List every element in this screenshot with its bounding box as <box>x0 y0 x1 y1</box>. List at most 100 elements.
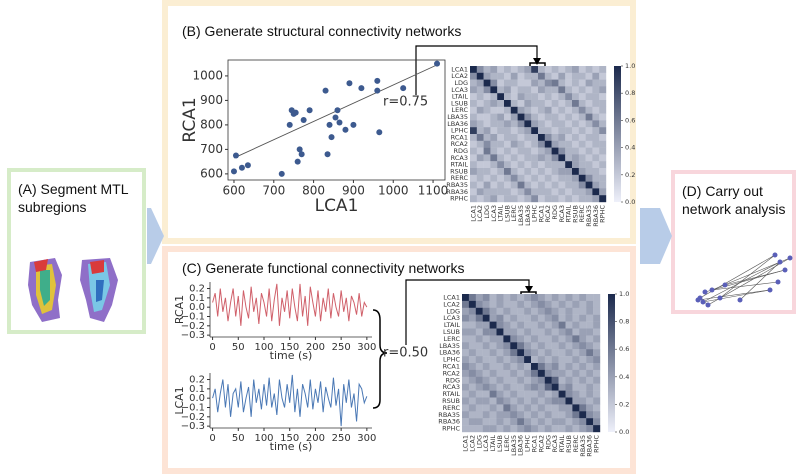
heatmap-cell <box>482 369 490 377</box>
x-tick-label: 700 <box>262 184 285 198</box>
heatmap-cell <box>592 86 600 94</box>
heatmap-cell <box>482 411 490 419</box>
heatmap-cell <box>531 72 539 80</box>
heatmap-cell <box>483 195 491 203</box>
heatmap-cell <box>476 181 484 189</box>
heatmap-cell <box>551 294 559 302</box>
x-tick-label: 100 <box>254 433 273 444</box>
heatmap-cell <box>517 188 525 196</box>
heatmap-cell <box>475 314 483 322</box>
heatmap-cell <box>524 140 532 148</box>
heatmap-cell <box>483 79 491 87</box>
heatmap-cell <box>517 411 525 419</box>
heatmap-cell <box>517 404 525 412</box>
heatmap-cell <box>489 307 497 315</box>
heatmap-cell <box>524 127 532 135</box>
heatmap-cell <box>531 335 539 343</box>
heatmap-cell <box>558 335 566 343</box>
heatmap-cell <box>592 72 600 80</box>
heatmap-cell <box>462 314 470 322</box>
heatmap-cell <box>592 106 600 114</box>
heatmap-cell <box>544 100 552 107</box>
heatmap-cell <box>496 294 504 302</box>
heatmap-cell <box>510 134 518 141</box>
heatmap-cell <box>470 188 477 196</box>
column-label: LTAIL <box>497 205 505 222</box>
heatmap-cell <box>572 335 580 343</box>
heatmap-cell <box>468 307 476 315</box>
row-label: LCA3 <box>443 314 460 322</box>
heatmap-cell <box>462 411 470 419</box>
heatmap-cell <box>497 168 505 175</box>
heatmap-cell <box>558 349 566 357</box>
heatmap-cell <box>482 418 490 426</box>
heatmap-cell <box>544 300 552 308</box>
heatmap-cell <box>585 93 593 101</box>
heatmap-cell <box>504 195 511 203</box>
heatmap-cell <box>524 404 532 412</box>
heatmap-cell <box>572 411 580 419</box>
heatmap-cell <box>579 335 587 343</box>
heatmap-cell <box>578 93 586 101</box>
heatmap-cell <box>551 425 559 433</box>
heatmap-cell <box>558 140 566 148</box>
heatmap-cell <box>593 307 601 315</box>
heatmap-cell <box>504 86 511 94</box>
scatter-point <box>296 146 303 153</box>
scatter-point <box>322 87 329 94</box>
heatmap-cell <box>496 411 504 419</box>
heatmap-cell <box>551 356 559 364</box>
heatmap-cell <box>483 174 491 182</box>
heatmap-cell <box>578 161 586 169</box>
heatmap-cell <box>496 390 504 398</box>
heatmap-cell <box>544 181 552 189</box>
heatmap-cell <box>489 397 497 405</box>
heatmap-cell <box>531 188 539 196</box>
heatmap-cell <box>538 113 545 121</box>
column-label: RPHC <box>599 205 607 223</box>
scatter-point <box>238 164 245 171</box>
colorbar-tick-label: 0.4 <box>625 144 635 152</box>
column-label: LBA35 <box>510 435 518 456</box>
heatmap-cell <box>558 113 566 121</box>
heatmap-cell <box>524 321 532 329</box>
heatmap-cell <box>470 120 477 128</box>
heatmap-cell <box>470 86 477 94</box>
x-tick-label: 250 <box>332 342 351 353</box>
colorbar-tick-label: 0.6 <box>619 345 629 353</box>
heatmap-cell <box>476 79 484 87</box>
scatter-point <box>298 151 305 158</box>
heatmap-cell <box>551 188 559 196</box>
heatmap-cell <box>462 390 470 398</box>
heatmap-cell <box>585 188 593 196</box>
heatmap-cell <box>558 181 566 189</box>
heatmap-cell <box>592 100 600 107</box>
heatmap-cell <box>551 300 559 308</box>
heatmap-cell <box>497 106 505 114</box>
heatmap-cell <box>517 383 525 391</box>
heatmap-cell <box>599 181 607 189</box>
heatmap-cell <box>593 328 601 336</box>
heatmap-cell <box>517 147 525 155</box>
heatmap-cell <box>572 195 579 203</box>
heatmap-cell <box>489 418 497 426</box>
heatmap-cell <box>558 161 566 169</box>
heatmap-cell <box>538 66 545 73</box>
heatmap-cell <box>551 113 559 121</box>
scatter-point <box>350 121 357 128</box>
heatmap-cell <box>558 356 566 364</box>
heatmap-cell <box>503 349 511 357</box>
heatmap-cell <box>468 328 476 336</box>
heatmap-cell <box>537 390 545 398</box>
heatmap-cell <box>599 140 607 148</box>
heatmap-cell <box>579 300 587 308</box>
heatmap-cell <box>524 113 532 121</box>
column-label: RBA35 <box>579 435 587 457</box>
row-label: RCA3 <box>451 154 468 162</box>
heatmap-cell <box>524 349 532 357</box>
heatmap-cell <box>558 72 566 80</box>
heatmap-cell <box>476 147 484 155</box>
heatmap-cell <box>579 342 587 350</box>
heatmap-cell <box>565 134 573 141</box>
heatmap-cell <box>593 369 601 377</box>
